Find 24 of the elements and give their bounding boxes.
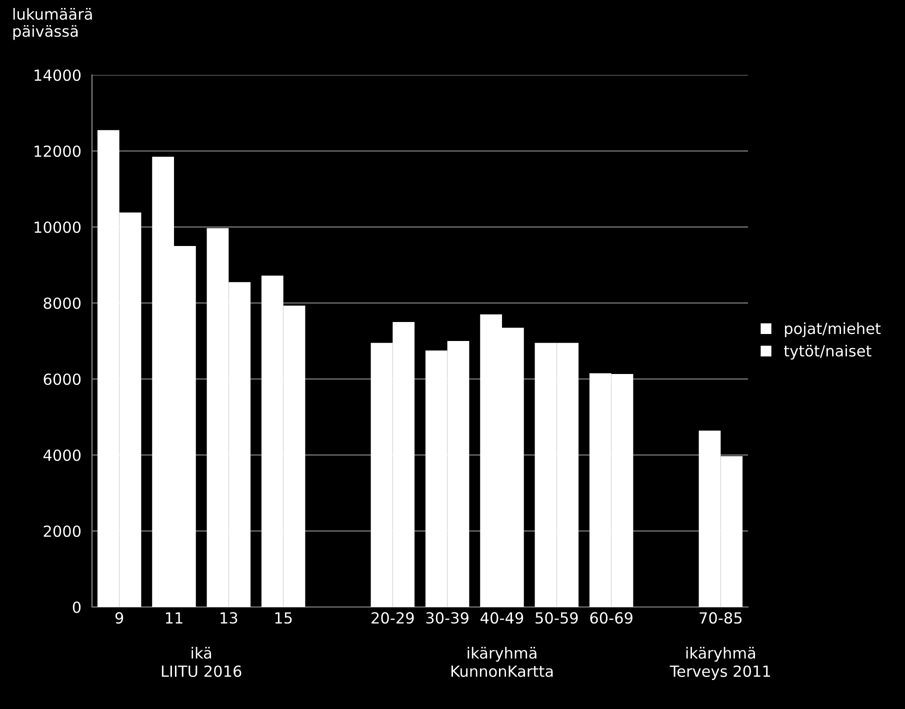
y-tick-label: 6000 xyxy=(44,373,81,386)
y-tick-label: 12000 xyxy=(34,145,81,158)
text: ikäryhmä KunnonKartta xyxy=(451,646,553,677)
x-tick-label: 30-39 xyxy=(426,612,468,624)
x-tick-label: 40-49 xyxy=(480,612,524,624)
legend-label: pojat/miehet xyxy=(784,322,881,338)
y-tick-label: 2000 xyxy=(44,525,81,538)
x-tick-label: 60-69 xyxy=(590,612,632,624)
y-tick-label: 0 xyxy=(72,601,81,614)
text: ikäryhmä Terveys 2011 xyxy=(670,646,770,680)
x-tick-label: 70-85 xyxy=(700,612,742,624)
y-tick-label: 8000 xyxy=(44,297,81,310)
x-tick-label: 20-29 xyxy=(372,612,414,624)
y-tick-label: 14000 xyxy=(34,69,81,82)
legend-label: tytöt/naiset xyxy=(784,344,872,360)
x-tick-label: 50-59 xyxy=(536,612,578,624)
y-tick-label: 4000 xyxy=(43,449,81,462)
x-tick-label: 9 xyxy=(115,612,124,624)
x-tick-label: 11 xyxy=(166,612,182,624)
x-tick-label: 15 xyxy=(275,612,292,624)
x-tick-label: 13 xyxy=(220,612,238,624)
text: ikä LIITU 2016 xyxy=(162,646,242,677)
y-axis-title: lukumäärä päivässä xyxy=(13,8,92,40)
y-tick-label: 10000 xyxy=(34,221,81,234)
